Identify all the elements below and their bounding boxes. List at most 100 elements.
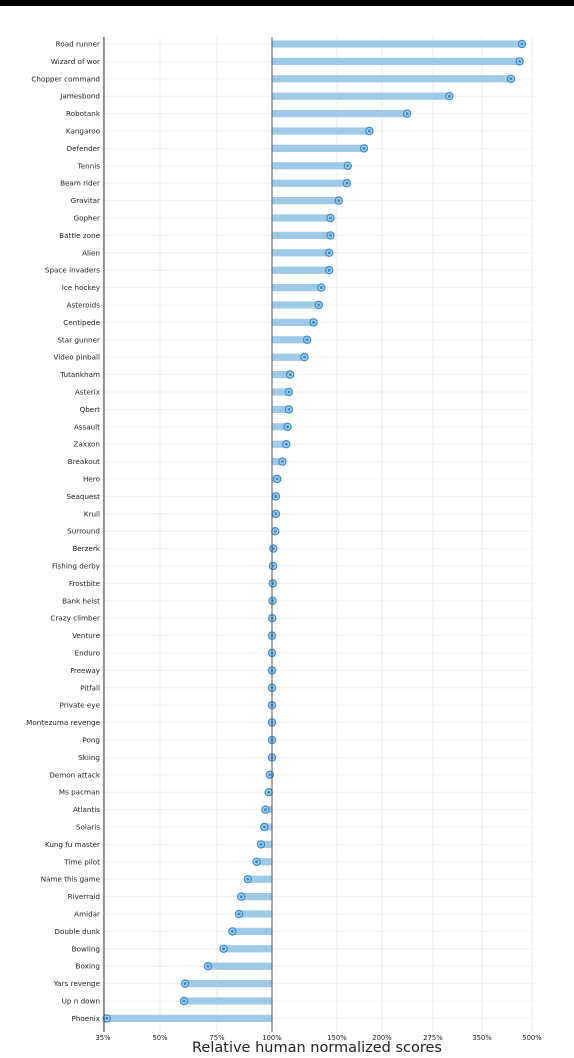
category-label: Surround — [67, 527, 100, 536]
category-label: Double dunk — [54, 927, 100, 936]
bar — [185, 980, 272, 988]
category-label: Krull — [84, 509, 100, 518]
data-point-center — [273, 529, 277, 533]
bar — [272, 249, 330, 257]
data-point-center — [520, 42, 524, 46]
bar — [272, 388, 289, 396]
category-label: Hero — [83, 475, 100, 484]
category-label: Breakout — [68, 457, 100, 466]
data-point-center — [447, 94, 451, 98]
category-label: Battle zone — [59, 231, 100, 240]
data-point-center — [267, 790, 271, 794]
category-label: Tutankham — [59, 370, 100, 379]
category-label-layer: Road runner Wizard of wor Chopper command J… — [26, 40, 101, 1023]
data-point-center — [367, 129, 371, 133]
bar — [272, 110, 408, 118]
bar — [272, 144, 364, 152]
x-tick-label: 500% — [522, 1034, 542, 1042]
x-tick-label: 150% — [327, 1034, 347, 1042]
bar — [261, 840, 272, 848]
bar — [272, 127, 370, 135]
x-tick-label: 100% — [262, 1034, 282, 1042]
category-label: Yars revenge — [53, 979, 101, 988]
data-point-center — [509, 77, 513, 81]
data-point-center — [329, 233, 332, 237]
data-point-center — [280, 460, 284, 464]
bar — [272, 353, 305, 361]
bar — [247, 875, 272, 883]
bar — [207, 962, 272, 970]
data-point-center — [246, 877, 250, 881]
x-tick-label: 200% — [372, 1034, 392, 1042]
category-label: Skiing — [78, 753, 100, 762]
category-label: Bowling — [72, 944, 100, 953]
category-label: Beam rider — [60, 179, 100, 188]
category-label: Chopper command — [31, 74, 100, 83]
x-tick-label: 75% — [209, 1034, 225, 1042]
data-point-center — [259, 842, 263, 846]
category-label: Video pinball — [54, 353, 101, 362]
category-label: Ice hockey — [62, 283, 101, 292]
x-tick-label: 275% — [423, 1034, 443, 1042]
data-point-center — [275, 477, 279, 481]
data-point-center — [271, 547, 275, 551]
data-point-center — [263, 808, 267, 812]
bar — [232, 927, 272, 935]
category-label: Amidar — [74, 910, 100, 919]
data-point-center — [268, 773, 272, 777]
data-point-center — [182, 999, 186, 1003]
bar — [272, 40, 522, 48]
bar — [223, 945, 272, 953]
data-point-center — [305, 338, 309, 342]
category-label: Private eye — [60, 701, 101, 710]
category-label: Berzerk — [72, 544, 100, 553]
category-label: Ms pacman — [59, 788, 100, 797]
bar — [272, 231, 331, 239]
category-label: Freeway — [70, 666, 101, 675]
category-label: Pong — [82, 736, 100, 745]
x-tick-layer: 35% 50% 75% 100% 150% 200% 275% 350% 500% — [95, 1034, 542, 1042]
category-label: Alien — [82, 248, 100, 257]
x-axis-title: Relative human normalized scores — [192, 1040, 442, 1056]
data-point-center — [303, 355, 306, 359]
category-label: Demon attack — [49, 770, 101, 779]
data-point-center — [284, 442, 288, 446]
bar — [239, 910, 272, 918]
category-label: Up n down — [62, 997, 100, 1006]
data-point-center — [230, 929, 234, 933]
data-point-center — [337, 199, 341, 203]
bar — [272, 197, 339, 205]
data-point-center — [286, 425, 290, 429]
category-label: Pitfall — [80, 683, 100, 692]
data-point-center — [518, 59, 522, 63]
category-label: Venture — [72, 631, 101, 640]
data-point-center — [345, 181, 349, 185]
category-label: Centipede — [63, 318, 100, 327]
category-label: Kangaroo — [66, 127, 100, 136]
category-label: Seaquest — [67, 492, 101, 501]
bar — [272, 458, 283, 466]
category-label: Star gunner — [57, 335, 100, 344]
data-point-center — [288, 373, 292, 377]
data-point-center — [327, 251, 331, 255]
bar — [272, 301, 319, 309]
data-point-center — [287, 407, 291, 411]
x-tick-label: 50% — [152, 1034, 168, 1042]
top-border — [0, 0, 574, 6]
category-label: Defender — [67, 144, 100, 153]
bar — [106, 1014, 272, 1022]
category-label: Fishing derby — [52, 562, 101, 571]
data-point-center — [405, 112, 409, 116]
category-label: Space invaders — [45, 266, 100, 275]
category-label: Asteroids — [67, 301, 101, 310]
category-label: Boxing — [76, 962, 100, 971]
bar — [272, 266, 330, 274]
data-point-center — [312, 320, 316, 324]
category-label: Asterix — [75, 388, 101, 397]
category-label: Road runner — [56, 40, 100, 49]
bar — [272, 284, 322, 292]
data-point-center — [271, 599, 275, 603]
data-point-center — [274, 494, 278, 498]
bar — [272, 179, 347, 187]
